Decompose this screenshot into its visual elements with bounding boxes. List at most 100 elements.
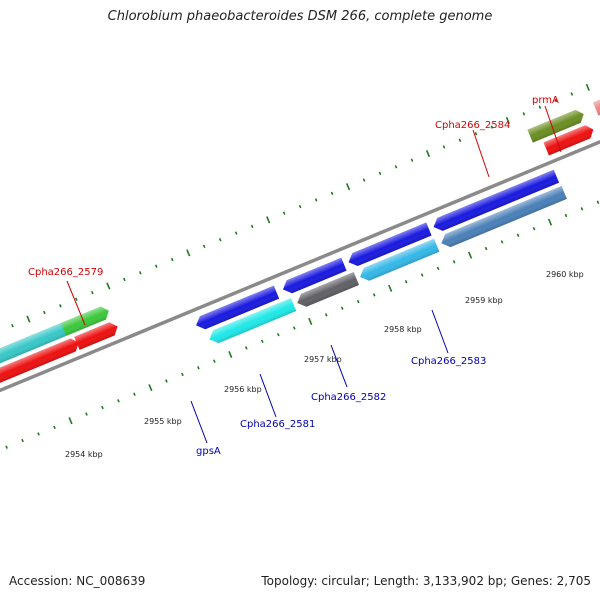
gene-cpha2582-arrow[interactable] [357,238,440,284]
scale-tick [5,445,8,449]
scale-tick [585,83,590,91]
scale-tick [330,191,334,196]
gene-label-cpha2581[interactable]: Cpha266_2581 [240,419,315,430]
cds-red-arrow-3 [543,125,594,156]
gene-gpsA-arrow[interactable] [207,298,297,346]
scale-tick [170,257,174,262]
scale-tick [538,105,542,109]
gene-label-group: Cpha266_2579 Cpha266_2584 prmA gpsA Cpha… [28,95,562,457]
scale-tick [474,132,478,136]
scale-tick [154,264,158,268]
scale-tick [564,213,568,218]
gene-prmA-arrow[interactable] [593,76,600,116]
scale-tick [458,138,462,143]
gene-blue-arrow-3[interactable] [346,222,432,269]
scale-tick [26,315,31,323]
gene-label-cpha2583[interactable]: Cpha266_2583 [411,356,486,367]
scale-tick [37,432,40,436]
scale-tick [580,207,584,211]
gene-label-cpha2579[interactable]: Cpha266_2579 [28,267,103,278]
scale-tick [532,227,536,231]
gene-blue-arrow-2[interactable] [280,257,347,296]
scale-tick [106,282,111,290]
scale-tick [228,350,233,359]
scale-tick [324,313,328,317]
scale-tick [500,240,504,244]
gene-green-arrow[interactable] [60,304,112,336]
scale-tick [59,304,62,308]
scale-tick [308,317,313,325]
scale-tick [436,266,440,271]
scale-tick [117,399,120,403]
scale-tick [202,244,206,248]
scale-tick [516,233,520,238]
gene-cpha2581-arrow[interactable] [295,272,360,309]
scale-tick [186,249,191,257]
tick-row-upper [11,83,590,328]
gene-blue-arrow-4[interactable] [431,169,560,234]
scale-tick [554,98,558,103]
scale-tick [53,425,56,430]
tick-label: 2955 kbp [144,417,182,426]
tick-row-lower [5,200,600,449]
scale-tick [138,271,142,275]
scale-tick [468,251,473,259]
scale-tick [314,198,318,202]
cds-red-arrow-2 [74,322,118,350]
scale-tick [410,158,414,162]
scale-tick [234,231,238,235]
scale-tick [148,384,153,392]
scale-tick [362,178,366,182]
scale-tick [266,216,271,224]
accession-text: Accession: NC_008639 [9,574,146,588]
scale-tick [260,339,264,343]
scale-tick [372,293,376,297]
scale-tick [85,412,88,416]
scale-tick [218,237,222,242]
gene-cpha2579-arrow[interactable] [0,321,72,380]
scale-tick [133,392,136,396]
tick-label: 2956 kbp [224,385,262,394]
scale-tick [11,324,14,328]
genome-backbone [0,110,600,413]
scale-tick [425,150,431,158]
scale-tick [484,246,488,251]
tick-label: 2958 kbp [384,325,422,334]
scale-tick [181,372,184,377]
gene-label-gpsA[interactable]: gpsA [196,446,221,457]
tick-label: 2959 kbp [465,296,503,305]
scale-tick [490,125,494,129]
scale-tick [547,218,553,226]
genome-summary: Topology: circular; Length: 3,133,902 bp… [261,574,591,588]
scale-tick [123,277,126,282]
scale-tick [292,326,296,330]
scale-tick [442,145,446,149]
scale-tick [68,417,73,425]
scale-tick [282,211,286,215]
scale-tick [165,379,168,383]
gene-label-cpha2582[interactable]: Cpha266_2582 [311,392,386,403]
scale-tick [356,299,360,304]
gene-label-cpha2584[interactable]: Cpha266_2584 [435,120,510,131]
scale-tick [394,165,398,169]
scale-tick [43,310,46,315]
gene-cpha2583-arrow[interactable] [439,185,567,250]
scale-tick [276,332,280,337]
scale-tick [505,116,510,125]
scale-tick [250,224,254,229]
tick-label: 2957 kbp [304,355,342,364]
tick-label: 2960 kbp [546,270,584,279]
gene-cpha2584-arrow[interactable] [527,108,586,143]
gene-label-prmA[interactable]: prmA [532,95,559,106]
scale-tick [101,405,104,410]
scale-tick [378,171,382,176]
scale-tick [91,290,94,295]
scale-tick [298,204,302,209]
scale-tick [404,280,408,284]
scale-tick [197,366,200,370]
gene-blue-arrow-1[interactable] [193,285,280,332]
cds-red-arrow-1 [0,338,79,397]
scale-tick [420,273,424,277]
scale-tick [245,346,248,350]
